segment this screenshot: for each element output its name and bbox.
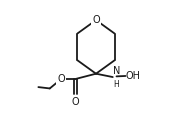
Text: O: O xyxy=(92,15,100,25)
Text: OH: OH xyxy=(126,71,141,81)
Text: H: H xyxy=(113,80,119,89)
Text: N: N xyxy=(113,66,121,76)
Text: O: O xyxy=(71,97,79,107)
Text: O: O xyxy=(57,74,65,84)
